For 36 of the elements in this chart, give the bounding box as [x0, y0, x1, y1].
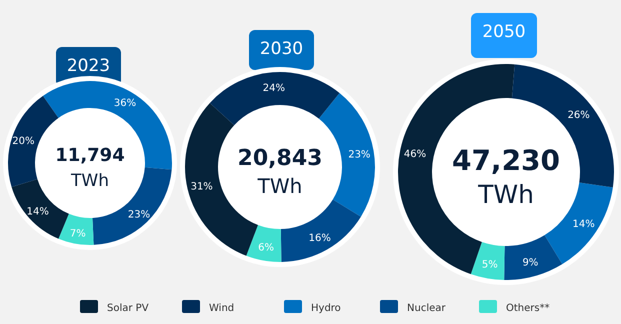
- data-label: 6%: [258, 242, 274, 254]
- data-label: 7%: [70, 228, 86, 240]
- chart-title: 2050: [482, 22, 526, 42]
- data-label: 20%: [12, 136, 34, 148]
- donut-slice: [12, 179, 69, 239]
- data-label: 14%: [572, 219, 595, 230]
- legend-label: Others**: [506, 303, 550, 314]
- legend-label: Nuclear: [407, 303, 446, 314]
- donut-slice: [8, 96, 58, 187]
- text: 47,230: [452, 144, 560, 177]
- text: TWh: [477, 180, 534, 209]
- legend-label: Hydro: [311, 303, 341, 314]
- chart-title: 2030: [260, 39, 304, 59]
- text: 11,794: [55, 145, 125, 166]
- text: TWh: [256, 174, 302, 198]
- data-label: 5%: [482, 260, 498, 271]
- text: TWh: [70, 171, 109, 191]
- data-label: 46%: [404, 148, 426, 160]
- donut-slice: [246, 224, 282, 262]
- data-label: 9%: [522, 258, 538, 269]
- data-label: 36%: [114, 98, 136, 109]
- donut-slice: [210, 72, 340, 126]
- data-label: 26%: [568, 110, 590, 121]
- data-label: 31%: [190, 182, 213, 193]
- data-label: 23%: [128, 210, 150, 221]
- legend-label: Solar PV: [107, 303, 149, 314]
- data-label: 24%: [262, 82, 285, 94]
- donut-slice: [280, 199, 361, 262]
- data-label: 23%: [348, 149, 370, 160]
- data-label: 14%: [26, 206, 49, 218]
- chart-title: 2023: [66, 56, 110, 76]
- donut-slice: [58, 214, 94, 245]
- text: 20,843: [238, 146, 322, 171]
- donut-slice: [42, 81, 172, 170]
- legend-label: Wind: [209, 303, 234, 314]
- data-label: 16%: [308, 232, 331, 244]
